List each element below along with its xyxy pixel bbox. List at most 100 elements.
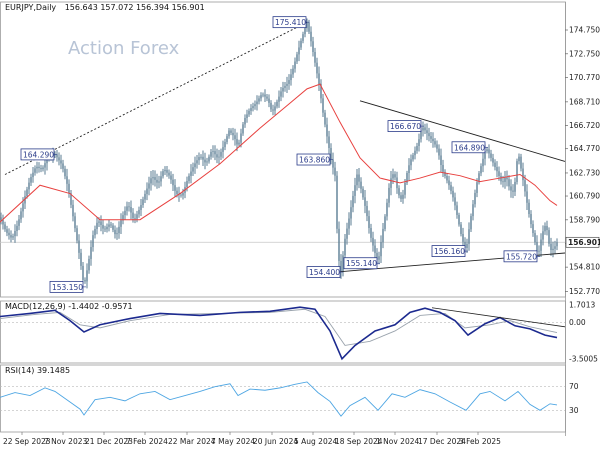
- candle-body: [452, 190, 454, 198]
- macd-signal-line: [0, 308, 558, 346]
- price-tick-label: 158.790: [569, 215, 600, 224]
- candle-body: [536, 242, 538, 252]
- candle-body: [232, 132, 234, 136]
- trendline-1[interactable]: [359, 100, 566, 162]
- candle-body: [376, 252, 378, 260]
- candle-body: [350, 207, 352, 219]
- candle-body: [330, 147, 332, 160]
- candle-body: [288, 80, 290, 84]
- candle-body: [308, 22, 310, 32]
- candle-body: [266, 96, 268, 99]
- candle-body: [166, 169, 168, 173]
- candle-body: [464, 241, 466, 249]
- annotation-label: 155.720: [506, 252, 537, 261]
- candle-body: [506, 177, 508, 180]
- candle-body: [488, 149, 490, 154]
- candle-body: [414, 150, 416, 156]
- candle-body: [348, 218, 350, 229]
- symbol-label: EURJPY,Daily: [5, 3, 57, 12]
- candle-body: [44, 163, 46, 168]
- candle-body: [112, 225, 114, 230]
- candle-body: [300, 40, 302, 48]
- price-tick-label: 166.720: [569, 121, 600, 130]
- candle-body: [242, 124, 244, 134]
- candle-body: [194, 163, 196, 168]
- candle-body: [240, 133, 242, 143]
- candle-body: [514, 181, 516, 192]
- annotation-label: 164.290: [23, 150, 54, 159]
- candle-body: [254, 104, 256, 107]
- candle-body: [380, 242, 382, 257]
- candle-body: [432, 138, 434, 142]
- candle-body: [168, 172, 170, 176]
- candle-body: [38, 166, 40, 168]
- candle-body: [470, 216, 472, 230]
- candle-body: [398, 188, 400, 196]
- candle-body: [26, 189, 28, 197]
- candle-body: [400, 195, 402, 199]
- panel-frame-2: [0, 364, 566, 433]
- trendline-0[interactable]: [4, 21, 308, 175]
- ohlc-values: 156.643 157.072 156.394 156.901: [64, 3, 205, 12]
- candle-body: [116, 233, 118, 235]
- candle-body: [258, 98, 260, 102]
- candle-body: [344, 238, 346, 256]
- candle-body: [160, 176, 162, 182]
- current-price-box: [565, 236, 600, 248]
- candle-body: [336, 175, 338, 229]
- candle-body: [272, 109, 274, 111]
- candle-body: [236, 139, 238, 145]
- candle-body: [90, 247, 92, 259]
- candle-body: [214, 151, 216, 155]
- x-tick-label: 3 Feb 2025: [459, 437, 501, 446]
- macd-header: MACD(12,26,9) -1.4402 -0.9571: [5, 302, 133, 311]
- candle-body: [162, 171, 164, 177]
- candle-body: [248, 110, 250, 115]
- candle-body: [156, 179, 158, 183]
- price-tick-label: 152.770: [569, 287, 600, 296]
- candle-body: [2, 219, 4, 225]
- macd-trendline[interactable]: [431, 307, 566, 328]
- candle-body: [428, 133, 430, 137]
- candle-body: [128, 206, 130, 208]
- price-tick-label: 170.770: [569, 73, 600, 82]
- candle-body: [402, 194, 404, 199]
- rsi-line: [0, 381, 558, 417]
- candle-body: [332, 159, 334, 168]
- annotation-box: [306, 266, 341, 278]
- candle-body: [550, 243, 552, 251]
- candle-body: [528, 202, 530, 215]
- candle-body: [122, 215, 124, 221]
- candle-body: [152, 177, 154, 179]
- candle-body: [206, 161, 208, 163]
- annotation-box: [49, 280, 84, 293]
- candle-body: [198, 157, 200, 161]
- x-tick-label: 22 Sep 2023: [3, 437, 51, 446]
- candle-body: [516, 161, 518, 182]
- candle-body: [294, 61, 296, 69]
- candle-body: [276, 101, 278, 107]
- candle-body: [24, 196, 26, 204]
- candle-body: [4, 224, 6, 230]
- candle-body: [434, 141, 436, 145]
- candle-body: [8, 232, 10, 236]
- candle-body: [186, 181, 188, 187]
- candle-body: [422, 127, 424, 131]
- candle-body: [282, 87, 284, 92]
- annotation-label: 175.410: [275, 18, 306, 27]
- candle-body: [64, 168, 66, 177]
- candle-body: [200, 156, 202, 158]
- annotation-box: [451, 141, 486, 154]
- candle-body: [172, 179, 174, 186]
- candle-body: [36, 166, 38, 169]
- candle-body: [114, 229, 116, 235]
- annotation-box: [296, 153, 331, 166]
- candle-body: [142, 199, 144, 206]
- candle-body: [176, 190, 178, 194]
- candle-body: [316, 62, 318, 74]
- candle-body: [552, 248, 554, 251]
- candle-body: [220, 151, 222, 157]
- candle-body: [130, 207, 132, 213]
- candle-body: [378, 256, 380, 260]
